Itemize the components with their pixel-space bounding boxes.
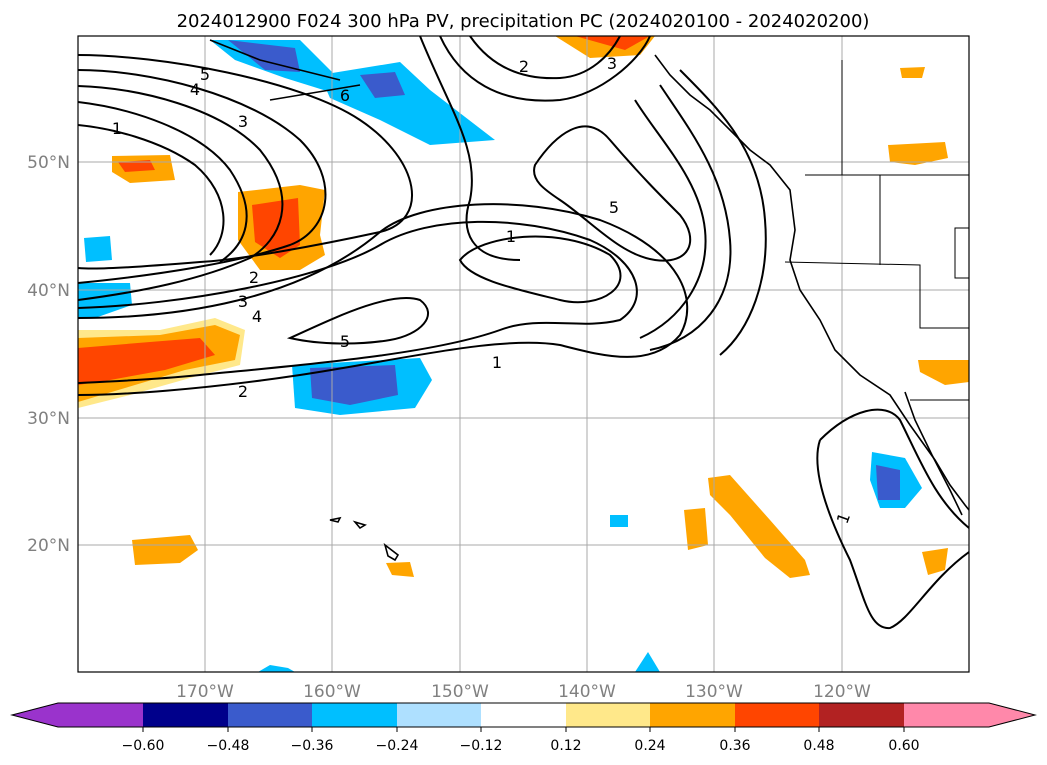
colorbar-tick-label: −0.12 — [460, 738, 503, 754]
pv-contours — [78, 36, 969, 630]
colorbar-extend-min — [12, 703, 58, 727]
figure-title: 2024012900 F024 300 hPa PV, precipitatio… — [177, 11, 870, 32]
contour-label: 4 — [190, 80, 200, 99]
colorbar-tick-label: −0.36 — [291, 738, 334, 754]
contour-label: 1 — [492, 353, 502, 372]
colorbar-segment — [566, 703, 650, 727]
colorbar-segment — [228, 703, 312, 727]
contour-label: 2 — [519, 57, 529, 76]
contour-label: 3 — [607, 54, 617, 73]
colorbar-tick-label: 0.24 — [634, 738, 665, 754]
contour-label: 6 — [340, 86, 350, 105]
contour-label: 3 — [238, 292, 248, 311]
colorbar-tick-label: −0.24 — [376, 738, 419, 754]
colorbar-tick-label: 0.48 — [803, 738, 834, 754]
pv-contour-labels: 5 4 3 1 6 2 3 5 1 2 3 4 5 1 2 1 — [112, 54, 854, 526]
lon-label: 140°W — [558, 682, 616, 702]
latitude-labels: 50°N 40°N 30°N 20°N — [27, 153, 70, 556]
colorbar-segment — [143, 703, 228, 727]
colorbar-segment — [735, 703, 819, 727]
contour-label: 2 — [249, 268, 259, 287]
lon-label: 150°W — [431, 682, 489, 702]
colorbar-segment — [819, 703, 904, 727]
colorbar-extend-max — [989, 703, 1035, 727]
colorbar-segment — [312, 703, 397, 727]
precip-positive-areas — [78, 36, 969, 578]
longitude-labels: 170°W 160°W 150°W 140°W 130°W 120°W — [176, 682, 871, 702]
lat-label: 50°N — [27, 153, 70, 173]
colorbar-segment — [58, 703, 143, 727]
lon-label: 120°W — [813, 682, 871, 702]
lon-label: 130°W — [685, 682, 743, 702]
colorbar-tick-label: −0.48 — [207, 738, 250, 754]
colorbar-tick-label: 0.36 — [719, 738, 750, 754]
colorbar-segment — [904, 703, 989, 727]
lon-label: 170°W — [176, 682, 234, 702]
contour-label: 4 — [252, 307, 262, 326]
contour-label: 5 — [340, 332, 350, 351]
contour-label: 1 — [112, 119, 122, 138]
colorbar: −0.60 −0.48 −0.36 −0.24 −0.12 0.12 0.24 … — [10, 702, 1037, 754]
colorbar-segment — [397, 703, 481, 727]
coastlines — [209, 39, 969, 562]
contour-label: 1 — [506, 227, 516, 246]
map-panel: 5 4 3 1 6 2 3 5 1 2 3 4 5 1 2 1 — [77, 35, 970, 673]
lon-label: 160°W — [303, 682, 361, 702]
colorbar-tick-label: −0.60 — [122, 738, 165, 754]
lat-label: 40°N — [27, 281, 70, 301]
colorbar-tick-label: 0.60 — [888, 738, 919, 754]
contour-label: 3 — [238, 112, 248, 131]
contour-label: 5 — [609, 198, 619, 217]
contour-label: 5 — [200, 65, 210, 84]
contour-label: 2 — [238, 382, 248, 401]
lat-label: 20°N — [27, 536, 70, 556]
colorbar-tick-label: 0.12 — [550, 738, 581, 754]
colorbar-segment — [650, 703, 735, 727]
lat-label: 30°N — [27, 409, 70, 429]
colorbar-segment — [481, 703, 566, 727]
political-borders — [784, 60, 969, 401]
